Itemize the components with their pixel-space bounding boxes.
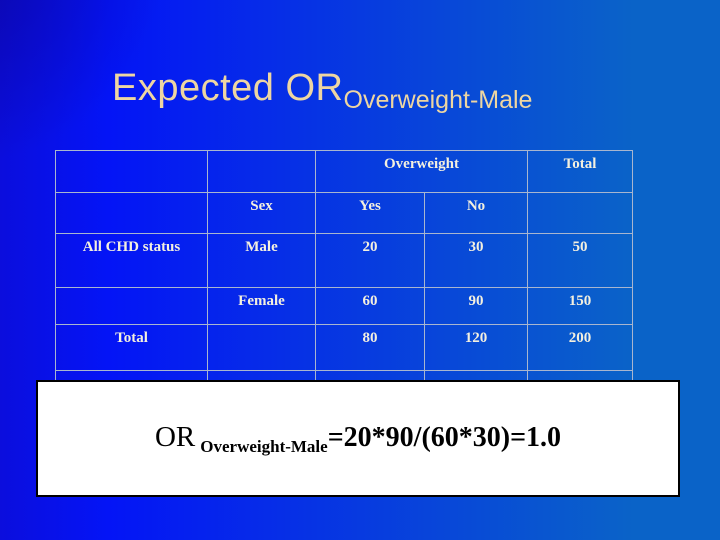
formula-box: OR Overweight-Male=20*90/(60*30)=1.0 xyxy=(36,380,680,497)
table-row-subheader: Sex Yes No xyxy=(55,192,633,234)
odds-ratio-formula: OR Overweight-Male=20*90/(60*30)=1.0 xyxy=(155,421,561,457)
table-row-total: Total 80 120 200 xyxy=(55,324,633,371)
label-all-chd-status: All CHD status xyxy=(55,233,208,288)
value-female-total: 150 xyxy=(527,287,633,325)
slide-title: Expected OROverweight-Male xyxy=(112,67,533,115)
table-row-male: All CHD status Male 20 30 50 xyxy=(55,233,633,288)
cell-empty xyxy=(55,192,208,234)
formula-subscript: Overweight-Male xyxy=(200,436,328,456)
formula-expression: =20*90/(60*30)=1.0 xyxy=(327,421,562,453)
cell-empty xyxy=(207,324,316,371)
cell-empty xyxy=(55,150,208,193)
value-female-no: 90 xyxy=(424,287,528,325)
header-overweight: Overweight xyxy=(315,150,528,193)
value-total-yes: 80 xyxy=(315,324,425,371)
contingency-table: Overweight Total Sex Yes No All CHD stat… xyxy=(55,150,633,396)
label-total-row: Total xyxy=(55,324,208,371)
slide-title-subscript: Overweight-Male xyxy=(343,86,533,114)
formula-prefix: OR xyxy=(154,420,196,453)
table-row-female: Female 60 90 150 xyxy=(55,287,633,325)
value-total-no: 120 xyxy=(424,324,528,371)
header-total-column: Total xyxy=(527,150,633,193)
value-female-yes: 60 xyxy=(315,287,425,325)
label-male: Male xyxy=(207,233,316,288)
value-grand-total: 200 xyxy=(527,324,633,371)
label-female: Female xyxy=(207,287,316,325)
table-row-header-group: Overweight Total xyxy=(55,150,633,193)
header-yes: Yes xyxy=(315,192,425,234)
value-male-total: 50 xyxy=(527,233,633,288)
slide-title-main: Expected OR xyxy=(112,67,344,109)
cell-empty xyxy=(207,150,316,193)
cell-empty xyxy=(527,192,633,234)
header-no: No xyxy=(424,192,528,234)
value-male-yes: 20 xyxy=(315,233,425,288)
header-sex: Sex xyxy=(207,192,316,234)
value-male-no: 30 xyxy=(424,233,528,288)
cell-empty xyxy=(55,287,208,325)
